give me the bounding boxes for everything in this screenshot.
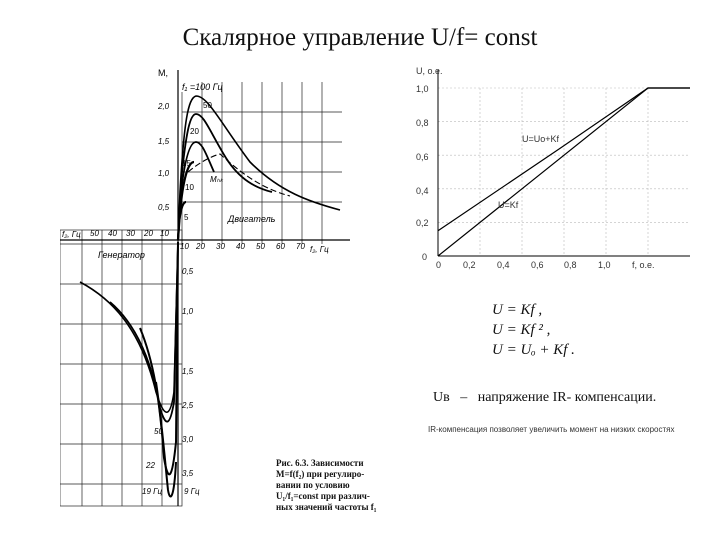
bottom-tick: 1,5: [182, 367, 194, 376]
x-tick: 50: [90, 229, 99, 238]
curve-label-10: 10: [185, 183, 194, 192]
x-ticks-left: 50 40 30 20 10: [90, 229, 169, 238]
ir-compensation-note: IR-компенсация позволяет увеличить момен…: [428, 425, 675, 434]
uf-chart: U, о.е. f, о.е. U=Uo+Kf U=Kf 1,0 0,8 0,6…: [416, 66, 690, 270]
x-tick: 20: [195, 242, 205, 251]
curve-label-20: 20: [190, 127, 199, 136]
x-tick: 0,6: [531, 260, 544, 270]
x-tick: 1,0: [598, 260, 611, 270]
x-tick: 0,2: [463, 260, 476, 270]
chart-grid: [438, 87, 690, 256]
ub-symbol: Uв: [433, 390, 450, 405]
ub-text: напряжение IR- компенсации.: [477, 390, 657, 405]
bottom-curve-labels: 50 22 19 Гц 9 Гц: [142, 427, 200, 496]
x-tick: 40: [108, 229, 117, 238]
caption-line: M=f(f₂) при регулиро-: [276, 469, 365, 479]
x-tick: 50: [256, 242, 265, 251]
f2-left-label: f₂, Гц: [62, 230, 81, 239]
y-tick: 0,2: [416, 218, 429, 228]
x-tick: 30: [216, 242, 225, 251]
y-tick: 1,0: [416, 84, 429, 94]
bottom-tick: 3,0: [182, 435, 194, 444]
y-axis-label: M,: [158, 68, 168, 78]
ir-compensation-definition: Uв – напряжение IR- компенсации.: [433, 390, 656, 406]
torque-figure: M, f₁ =100 Гц 50 20 15 10 5 Mₕₖ Двигател…: [60, 68, 350, 507]
curve-label-5: 5: [184, 213, 189, 222]
top-y-ticks: 2,0 1,5 1,0 0,5: [157, 102, 170, 212]
top-tick: 1,5: [158, 137, 170, 146]
x-tick: 10: [160, 229, 169, 238]
caption-line: ных значений частоты f₁: [276, 502, 377, 512]
series-line-2: [437, 87, 690, 257]
chart-y-label: U, о.е.: [416, 66, 443, 76]
x-tick: 0,4: [497, 260, 510, 270]
generator-label: Генератор: [98, 250, 145, 260]
x-tick: 0,8: [564, 260, 577, 270]
series-label-offset: U=Uo+Kf: [522, 134, 560, 144]
curve-label: 50: [154, 427, 163, 436]
x-tick: 40: [236, 242, 245, 251]
caption-line: вании по условию: [276, 480, 350, 490]
x-tick: 30: [126, 229, 135, 238]
chart-x-label: f, о.е.: [632, 260, 655, 270]
y-tick: 0,6: [416, 152, 429, 162]
ub-dash: –: [460, 390, 468, 405]
figure-caption: Рис. 6.3. Зависимости M=f(f₂) при регули…: [276, 458, 410, 513]
x-tick: 10: [180, 242, 189, 251]
curve-label: 22: [145, 461, 155, 470]
y-tick: 0: [422, 252, 427, 262]
curve-label: 19 Гц: [142, 487, 162, 496]
curve-label-15: 15: [182, 159, 191, 168]
formula-offset: U = Uₒ + Kf .: [492, 342, 575, 358]
x-tick: 20: [143, 229, 153, 238]
series-label-kf: U=Kf: [498, 200, 519, 210]
x-tick: 60: [276, 242, 285, 251]
y-tick: 0,4: [416, 186, 429, 196]
generator-curves: [79, 241, 179, 498]
motor-label: Двигатель: [227, 214, 276, 224]
curve-label-50: 50: [203, 101, 212, 110]
formula-group: U = Kf , U = Kf ² , U = Uₒ + Kf .: [492, 300, 575, 360]
top-tick: 0,5: [158, 203, 170, 212]
caption-line: U₁/f₁=const при различ-: [276, 491, 370, 501]
bottom-y-ticks: 0,5 1,0 1,5 2,5 3,0 3,5: [181, 267, 194, 478]
top-tick: 1,0: [158, 169, 170, 178]
formula-kf2: U = Kf ² ,: [492, 322, 551, 338]
f1-label: f₁ =100 Гц: [182, 82, 223, 92]
m-curve-label: Mₕₖ: [210, 175, 224, 184]
top-tick: 2,0: [157, 102, 170, 111]
caption-line: Рис. 6.3. Зависимости: [276, 458, 364, 468]
chart-series: [437, 87, 690, 257]
formula-kf: U = Kf ,: [492, 302, 543, 318]
motor-curves: [176, 95, 341, 241]
y-tick: 0,8: [416, 118, 429, 128]
bottom-tick: 3,5: [182, 469, 194, 478]
bottom-tick: 0,5: [182, 267, 194, 276]
bottom-tick: 2,5: [181, 401, 194, 410]
x-ticks-right: 10 20 30 40 50 60 70: [180, 242, 305, 251]
curve-label: 9 Гц: [184, 487, 200, 496]
f2-right-label: f₂, Гц: [310, 245, 329, 254]
slide-title: Скалярное управление U/f= const: [182, 24, 538, 51]
x-tick: 70: [296, 242, 305, 251]
bottom-tick: 1,0: [182, 307, 194, 316]
x-tick: 0: [436, 260, 441, 270]
